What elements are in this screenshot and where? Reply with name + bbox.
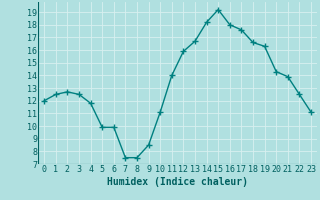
X-axis label: Humidex (Indice chaleur): Humidex (Indice chaleur) (107, 177, 248, 187)
